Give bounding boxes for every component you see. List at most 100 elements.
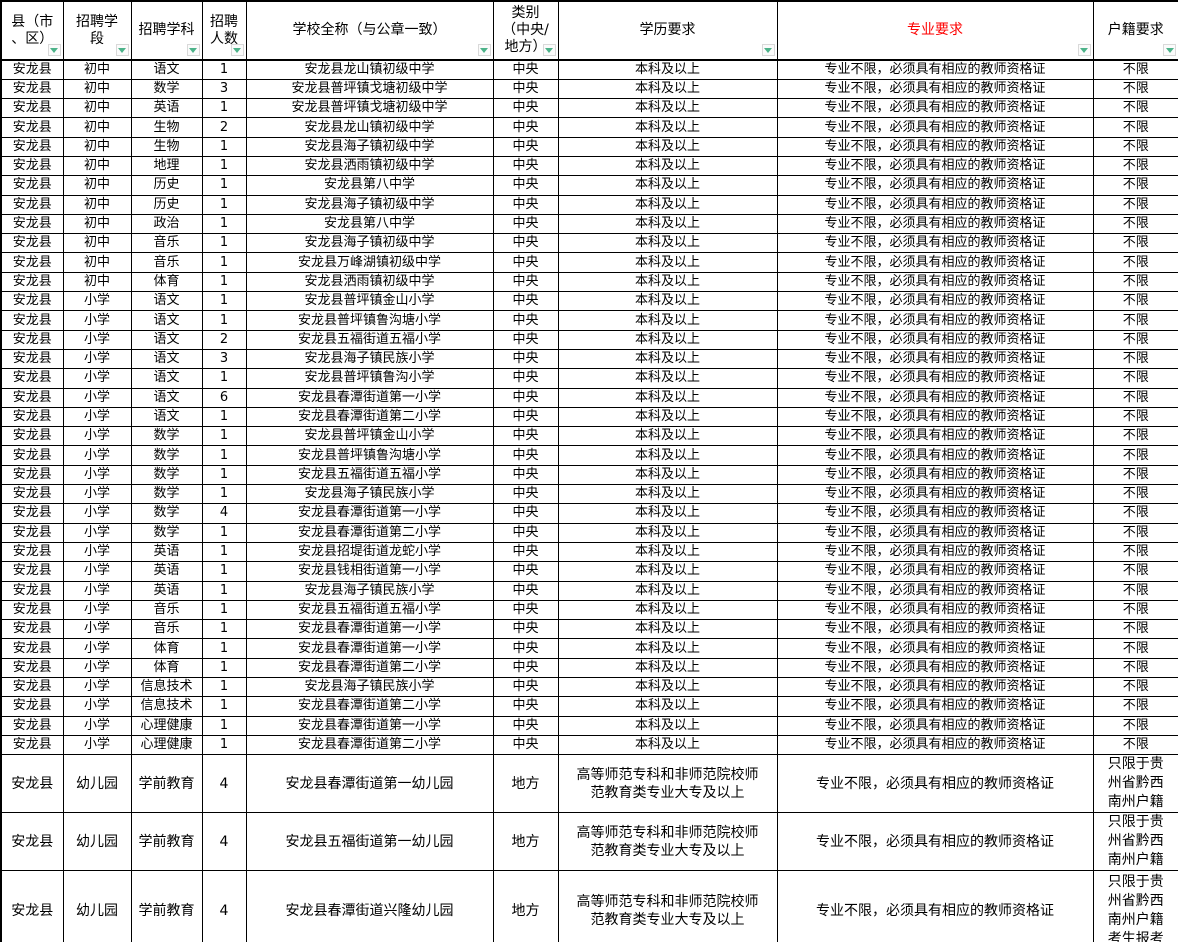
filter-dropdown-button[interactable] (47, 44, 61, 56)
cell-stage: 小学 (62, 291, 132, 312)
cell-school: 安龙县第八中学 (245, 213, 494, 235)
cell-stage: 初中 (62, 194, 132, 215)
filter-dropdown-button[interactable] (477, 44, 491, 56)
cell-major: 专业不限，必须具有相应的教师资格证 (776, 561, 1094, 582)
cell-category: 中央 (492, 619, 559, 640)
cell-subject: 心理健康 (130, 715, 203, 736)
cell-major: 专业不限，必须具有相应的教师资格证 (776, 503, 1094, 524)
cell-count: 4 (201, 870, 247, 942)
cell-subject: 语文 (130, 368, 203, 389)
table-row: 安龙县 初中 体育 1 安龙县洒雨镇初级中学 中央 本科及以上 专业不限，必须具有相应的教师资… (0, 271, 1178, 293)
cell-subject: 心理健康 (130, 734, 203, 756)
cell-residence: 不限 (1092, 484, 1178, 505)
cell-stage: 小学 (62, 348, 132, 370)
filter-dropdown-button[interactable] (542, 44, 556, 56)
cell-count: 1 (201, 291, 247, 312)
table-row: 安龙县 初中 生物 1 安龙县海子镇初级中学 中央 本科及以上 专业不限，必须具有相应的教师资… (0, 136, 1178, 157)
cell-subject: 英语 (130, 98, 203, 119)
cell-category: 中央 (492, 78, 559, 100)
cell-category: 中央 (492, 734, 559, 756)
cell-count: 1 (201, 426, 247, 447)
cell-subject: 体育 (130, 657, 203, 679)
cell-count: 1 (201, 136, 247, 157)
cell-category: 中央 (492, 522, 559, 543)
cell-residence: 不限 (1092, 580, 1178, 601)
cell-education: 本科及以上 (557, 406, 778, 428)
cell-count: 4 (201, 812, 247, 872)
cell-category: 中央 (492, 715, 559, 736)
table-row: 安龙县 初中 音乐 1 安龙县万峰湖镇初级中学 中央 本科及以上 专业不限，必须具有相应的教师… (0, 252, 1178, 273)
cell-category: 中央 (492, 271, 559, 293)
cell-major: 专业不限，必须具有相应的教师资格证 (776, 676, 1094, 698)
column-header-label: 招聘 人数 (210, 13, 238, 47)
cell-education: 本科及以上 (557, 445, 778, 466)
filter-dropdown-button[interactable] (186, 44, 200, 56)
cell-count: 6 (201, 387, 247, 408)
cell-education: 本科及以上 (557, 715, 778, 736)
filter-arrow-down-icon (1080, 47, 1088, 53)
column-header-label: 户籍要求 (1107, 22, 1164, 38)
cell-count: 1 (201, 310, 247, 331)
cell-stage: 小学 (62, 696, 132, 717)
table-row: 安龙县 小学 体育 1 安龙县春潭街道第一小学 中央 本科及以上 专业不限，必须具有相应的教师… (0, 638, 1178, 659)
filter-dropdown-button[interactable] (115, 44, 129, 56)
cell-county: 安龙县 (0, 233, 64, 254)
cell-stage: 初中 (62, 175, 132, 196)
cell-education: 本科及以上 (557, 426, 778, 447)
cell-school: 安龙县普坪镇鲁沟塘小学 (245, 310, 494, 331)
cell-category: 中央 (492, 387, 559, 408)
cell-category: 中央 (492, 329, 559, 350)
cell-stage: 初中 (62, 136, 132, 157)
cell-county: 安龙县 (0, 117, 64, 138)
cell-residence: 不限 (1092, 445, 1178, 466)
cell-residence: 不限 (1092, 78, 1178, 100)
cell-stage: 小学 (62, 310, 132, 331)
cell-county: 安龙县 (0, 406, 64, 428)
cell-count: 4 (201, 754, 247, 814)
cell-subject: 学前教育 (130, 870, 203, 942)
filter-dropdown-button[interactable] (761, 44, 775, 56)
filter-dropdown-button[interactable] (1163, 44, 1176, 56)
table-row: 安龙县 小学 数学 1 安龙县海子镇民族小学 中央 本科及以上 专业不限，必须具有相应的教师资… (0, 484, 1178, 505)
cell-category: 中央 (492, 348, 559, 370)
table-row: 安龙县 幼儿园 学前教育 4 安龙县春潭街道兴隆幼儿园 地方 高等师范专科和非师范院校师范教… (0, 870, 1178, 942)
cell-category: 中央 (492, 657, 559, 679)
table-row: 安龙县 小学 体育 1 安龙县春潭街道第二小学 中央 本科及以上 专业不限，必须具有相应的教师… (0, 657, 1178, 679)
cell-major: 专业不限，必须具有相应的教师资格证 (776, 426, 1094, 447)
cell-county: 安龙县 (0, 522, 64, 543)
cell-count: 1 (201, 464, 247, 486)
cell-category: 中央 (492, 155, 559, 177)
cell-stage: 初中 (62, 213, 132, 235)
filter-arrow-down-icon (233, 47, 241, 53)
cell-education: 本科及以上 (557, 599, 778, 621)
cell-major: 专业不限，必须具有相应的教师资格证 (776, 734, 1094, 756)
column-header-label: 专业要求 (907, 22, 963, 38)
cell-major: 专业不限，必须具有相应的教师资格证 (776, 696, 1094, 717)
cell-subject: 政治 (130, 213, 203, 235)
cell-residence: 不限 (1092, 657, 1178, 679)
table-row: 安龙县 小学 数学 1 安龙县普坪镇鲁沟塘小学 中央 本科及以上 专业不限，必须具有相应的教师… (0, 445, 1178, 466)
cell-education: 本科及以上 (557, 175, 778, 196)
cell-major: 专业不限，必须具有相应的教师资格证 (776, 638, 1094, 659)
table-body: 安龙县 初中 语文 1 安龙县龙山镇初级中学 中央 本科及以上 专业不限，必须具有相应的教师资… (0, 59, 1178, 942)
column-header-education: 学历要求 (557, 0, 778, 61)
filter-arrow-down-icon (50, 47, 58, 53)
cell-residence: 不限 (1092, 348, 1178, 370)
cell-subject: 英语 (130, 561, 203, 582)
table-row: 安龙县 小学 音乐 1 安龙县春潭街道第一小学 中央 本科及以上 专业不限，必须具有相应的教师… (0, 619, 1178, 640)
cell-residence: 只限于贵州省黔西南州户籍考生报考 (1092, 870, 1178, 942)
cell-count: 1 (201, 638, 247, 659)
column-header-label: 招聘学 段 (76, 13, 118, 47)
filter-dropdown-button[interactable] (230, 44, 244, 56)
cell-count: 1 (201, 98, 247, 119)
cell-category: 地方 (492, 812, 559, 872)
cell-count: 1 (201, 194, 247, 215)
cell-major: 专业不限，必须具有相应的教师资格证 (776, 754, 1094, 814)
filter-dropdown-button[interactable] (1077, 44, 1091, 56)
cell-education: 本科及以上 (557, 252, 778, 273)
cell-education: 本科及以上 (557, 387, 778, 408)
cell-county: 安龙县 (0, 368, 64, 389)
table-row: 安龙县 小学 音乐 1 安龙县五福街道五福小学 中央 本科及以上 专业不限，必须具有相应的教师… (0, 599, 1178, 621)
cell-residence: 只限于贵州省黔西南州户籍 (1092, 754, 1178, 814)
cell-education: 本科及以上 (557, 638, 778, 659)
